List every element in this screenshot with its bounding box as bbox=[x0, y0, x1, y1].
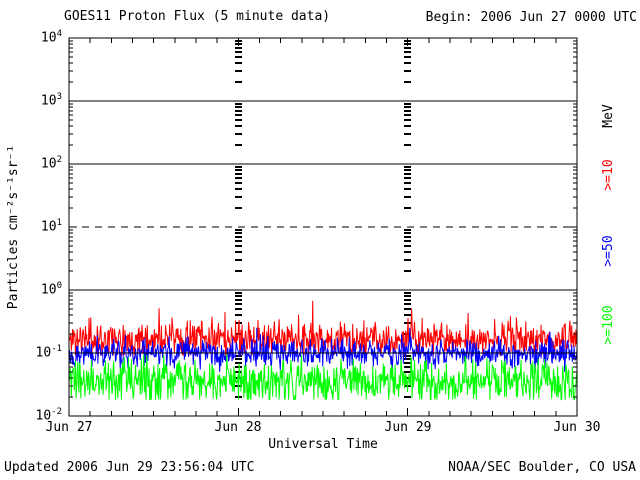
y-tick-label: 10-2 bbox=[35, 407, 63, 424]
y-tick-label: 103 bbox=[40, 92, 62, 109]
y-tick-label: 100 bbox=[40, 281, 62, 298]
x-tick-label-jun29: Jun 29 bbox=[384, 420, 432, 435]
begin-time-label: Begin: 2006 Jun 27 0000 UTC bbox=[425, 10, 637, 25]
chart-title: GOES11 Proton Flux (5 minute data) bbox=[64, 9, 331, 24]
series-label-ge50: >=50 bbox=[601, 235, 616, 267]
right-axis-unit-label: MeV bbox=[601, 104, 616, 128]
y-tick-label: 102 bbox=[40, 155, 62, 172]
x-tick-label-jun27: Jun 27 bbox=[45, 420, 93, 435]
credit-label: NOAA/SEC Boulder, CO USA bbox=[448, 460, 636, 475]
y-tick-label: 104 bbox=[40, 29, 62, 46]
y-tick-label: 10-1 bbox=[35, 344, 63, 361]
x-tick-label-jun28: Jun 28 bbox=[214, 420, 262, 435]
x-tick-label-jun30: Jun 30 bbox=[553, 420, 601, 435]
y-axis-title: Particles cm⁻²s⁻¹sr⁻¹ bbox=[6, 144, 21, 310]
series-label-ge100: >=100 bbox=[601, 305, 616, 345]
series-label-ge10: >=10 bbox=[601, 159, 616, 191]
y-tick-label: 101 bbox=[40, 218, 62, 235]
updated-timestamp: Updated 2006 Jun 29 23:56:04 UTC bbox=[4, 460, 255, 475]
x-axis-title: Universal Time bbox=[268, 437, 378, 452]
